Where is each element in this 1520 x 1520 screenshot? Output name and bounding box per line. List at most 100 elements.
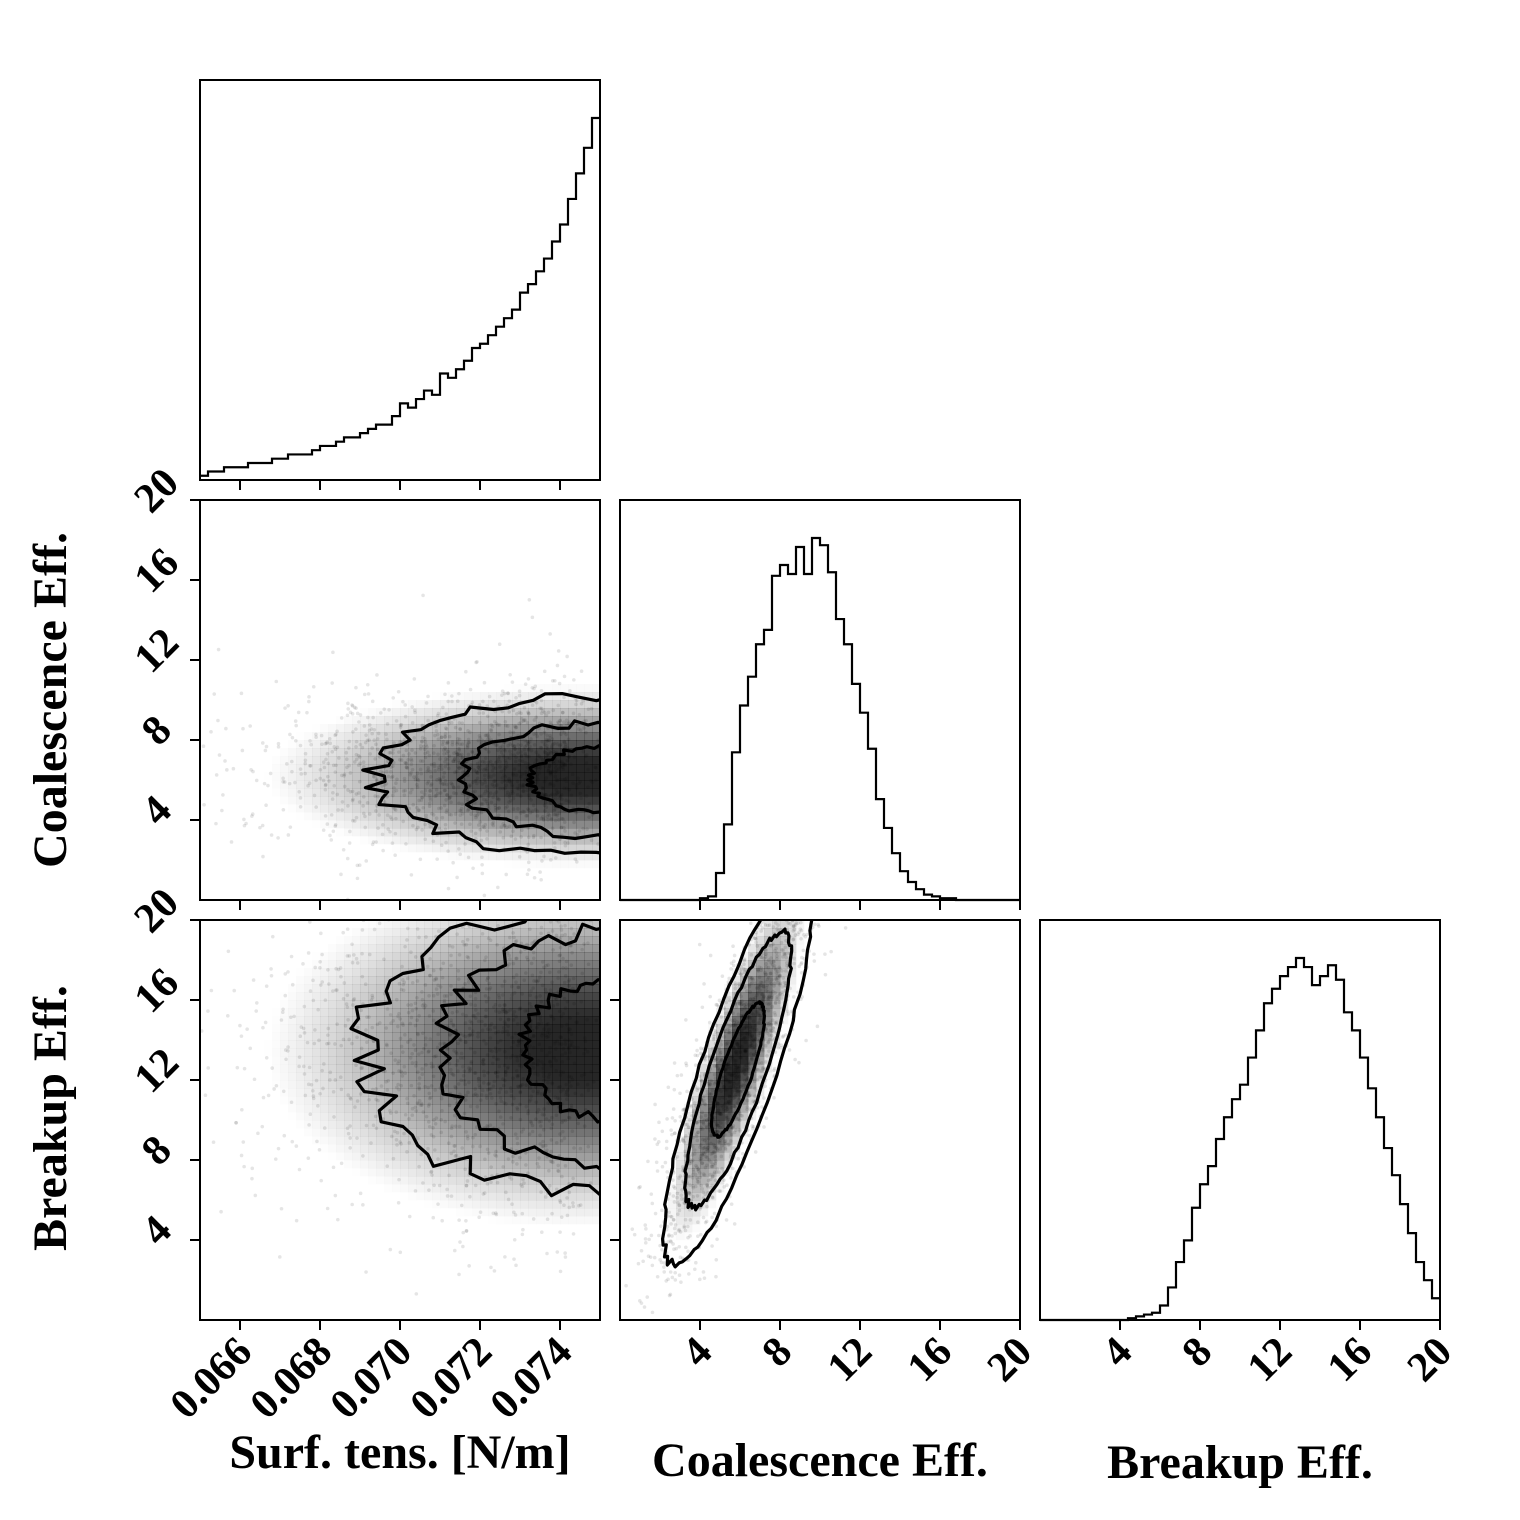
point [578, 791, 583, 796]
point [286, 970, 290, 974]
density-cell [528, 1128, 537, 1137]
density-cell [584, 1024, 593, 1033]
density-cell [384, 828, 393, 837]
density-cell [584, 1120, 593, 1129]
point [468, 994, 473, 999]
density-cell [576, 1064, 585, 1073]
density-cell [392, 968, 401, 977]
density-cell [520, 1152, 529, 1161]
density-cell [480, 1008, 489, 1017]
density-cell [352, 976, 361, 985]
point [554, 791, 559, 796]
point [345, 1126, 350, 1131]
point [268, 771, 273, 776]
density-cell [552, 976, 561, 985]
density-cell [552, 1112, 561, 1121]
point [542, 1063, 546, 1067]
density-cell [408, 732, 417, 741]
density-cell [464, 960, 473, 969]
density-cell [552, 836, 561, 845]
point [370, 1025, 375, 1030]
density-cell [448, 952, 457, 961]
point [494, 1009, 498, 1013]
point [538, 1018, 543, 1022]
density-cell [592, 928, 600, 937]
density-cell [408, 1176, 417, 1185]
point [550, 678, 555, 683]
point [315, 869, 319, 873]
point [399, 1142, 403, 1146]
point [528, 1086, 533, 1090]
point [505, 793, 509, 797]
point [517, 1038, 522, 1043]
point [546, 710, 551, 715]
point [361, 804, 365, 808]
density-cell [376, 1160, 385, 1169]
density-cell [304, 1040, 313, 1049]
point [435, 713, 440, 718]
density-cell [416, 1192, 424, 1200]
density-cell [584, 960, 593, 969]
density-cell [424, 1088, 433, 1097]
density-cell [716, 1048, 725, 1057]
point [428, 1095, 433, 1100]
point [417, 1164, 421, 1169]
point [485, 837, 489, 841]
point [560, 1174, 564, 1179]
point [463, 1098, 468, 1102]
point [508, 957, 512, 961]
point [493, 1071, 498, 1075]
point [447, 1061, 452, 1066]
point [531, 1217, 536, 1221]
density-cell [304, 732, 312, 740]
point [209, 730, 213, 734]
density-cell [368, 788, 377, 797]
point [507, 824, 512, 829]
point [467, 740, 471, 745]
point [442, 1041, 446, 1046]
point [554, 1187, 559, 1192]
density-cell [512, 952, 521, 961]
point [281, 779, 285, 784]
point [466, 795, 471, 799]
point [427, 1014, 432, 1018]
point [578, 1146, 583, 1151]
density-cell [592, 780, 600, 789]
density-cell [464, 944, 473, 953]
point [539, 931, 543, 936]
point [385, 1007, 390, 1011]
density-cell [684, 1112, 693, 1121]
point [190, 789, 194, 793]
point [393, 831, 398, 836]
point [433, 769, 437, 773]
point [485, 829, 489, 833]
point [558, 796, 562, 801]
density-cell [400, 944, 409, 953]
point [492, 1079, 497, 1084]
density-cell [520, 788, 529, 797]
point [554, 796, 558, 801]
density-cell [584, 1208, 593, 1217]
density-cell [400, 1136, 409, 1145]
point [429, 762, 434, 767]
density-cell [472, 716, 481, 725]
density-cell [560, 1024, 569, 1033]
density-cell [576, 1088, 585, 1097]
point [356, 763, 361, 767]
point [562, 980, 567, 985]
density-cell [376, 968, 385, 977]
density-cell [384, 1168, 393, 1177]
density-cell [536, 1064, 545, 1073]
density-cell [336, 1064, 345, 1073]
point [412, 736, 417, 740]
density-cell [328, 976, 337, 985]
point [177, 824, 181, 828]
point [450, 740, 455, 744]
density-cell [296, 1112, 304, 1120]
density-cell [296, 748, 305, 757]
point [313, 965, 318, 970]
point [542, 965, 546, 970]
density-cell [544, 684, 552, 692]
point [569, 1032, 574, 1036]
density-cell [512, 944, 521, 953]
